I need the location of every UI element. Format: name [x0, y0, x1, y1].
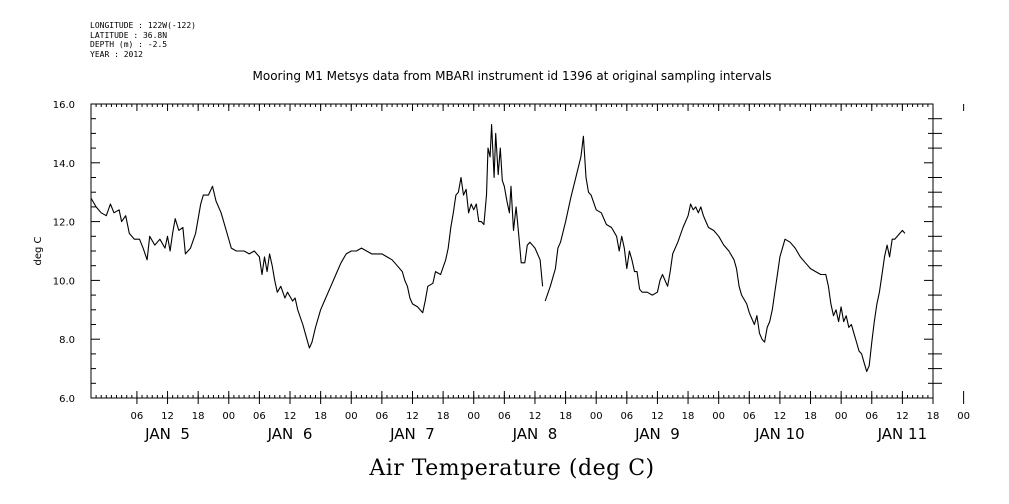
- x-day-label: JAN 9: [634, 425, 680, 443]
- x-tick-label: 18: [437, 411, 450, 422]
- x-tick-label: 06: [865, 411, 878, 422]
- x-tick-label: 06: [376, 411, 389, 422]
- x-tick-label: 06: [131, 411, 144, 422]
- x-tick-label: 06: [253, 411, 266, 422]
- x-tick-label: 00: [345, 411, 358, 422]
- x-day-label: JAN 10: [754, 425, 805, 443]
- x-tick-label: 12: [896, 411, 909, 422]
- x-tick-label: 12: [529, 411, 542, 422]
- y-axis-label: deg C: [33, 236, 44, 265]
- x-tick-label: 12: [161, 411, 174, 422]
- x-tick-label: 00: [712, 411, 725, 422]
- plot-frame: [90, 103, 934, 399]
- series-line-segment: [90, 124, 544, 349]
- x-tick-label: 06: [620, 411, 633, 422]
- chart-title: Mooring M1 Metsys data from MBARI instru…: [253, 69, 772, 83]
- x-tick-label: 18: [192, 411, 205, 422]
- x-tick-label: 00: [957, 411, 970, 422]
- x-tick-label: 12: [651, 411, 664, 422]
- x-tick-label: 18: [314, 411, 327, 422]
- x-tick-label: 06: [498, 411, 511, 422]
- meta-latitude: LATITUDE : 36.8N: [90, 30, 168, 40]
- y-tick-label: 14.0: [53, 159, 75, 170]
- x-tick-label: 18: [559, 411, 572, 422]
- x-tick-label: 12: [774, 411, 787, 422]
- x-tick-label: 18: [927, 411, 940, 422]
- x-day-label: JAN 8: [512, 425, 558, 443]
- y-tick-label: 12.0: [53, 218, 75, 229]
- meta-depth: DEPTH (m) : -2.5: [90, 40, 168, 50]
- x-day-label: JAN 6: [267, 425, 313, 443]
- x-tick-label: 12: [406, 411, 419, 422]
- x-day-label: JAN 7: [389, 425, 435, 443]
- y-axis: 6.0 8.0 10.0 12.0 14.0 16.0: [53, 100, 942, 405]
- x-tick-label: 06: [743, 411, 756, 422]
- x-tick-label: 00: [590, 411, 603, 422]
- series-line-segment: [544, 135, 906, 373]
- x-tick-label: 18: [804, 411, 817, 422]
- metadata-block: LONGITUDE : 122W(-122) LATITUDE : 36.8N …: [90, 21, 196, 59]
- meta-year: YEAR : 2012: [90, 49, 143, 59]
- x-day-label: JAN 5: [144, 425, 190, 443]
- series-group: [90, 124, 906, 373]
- x-tick-label: 00: [467, 411, 480, 422]
- x-day-label: JAN 11: [877, 425, 928, 443]
- x-tick-label: 12: [284, 411, 297, 422]
- x-axis: 06 12 18 00 06 12 18 00 06 12 18 00 06 12 18 00 06 12 18 00…: [90, 104, 970, 443]
- x-tick-label: 00: [835, 411, 848, 422]
- x-tick-label: 00: [222, 411, 235, 422]
- x-axis-title: Air Temperature (deg C): [368, 456, 654, 481]
- y-tick-label: 6.0: [59, 394, 75, 405]
- y-tick-label: 10.0: [53, 276, 75, 287]
- y-tick-label: 8.0: [59, 335, 75, 346]
- y-tick-label: 16.0: [53, 100, 75, 111]
- x-tick-label: 18: [682, 411, 695, 422]
- meta-longitude: LONGITUDE : 122W(-122): [90, 21, 196, 30]
